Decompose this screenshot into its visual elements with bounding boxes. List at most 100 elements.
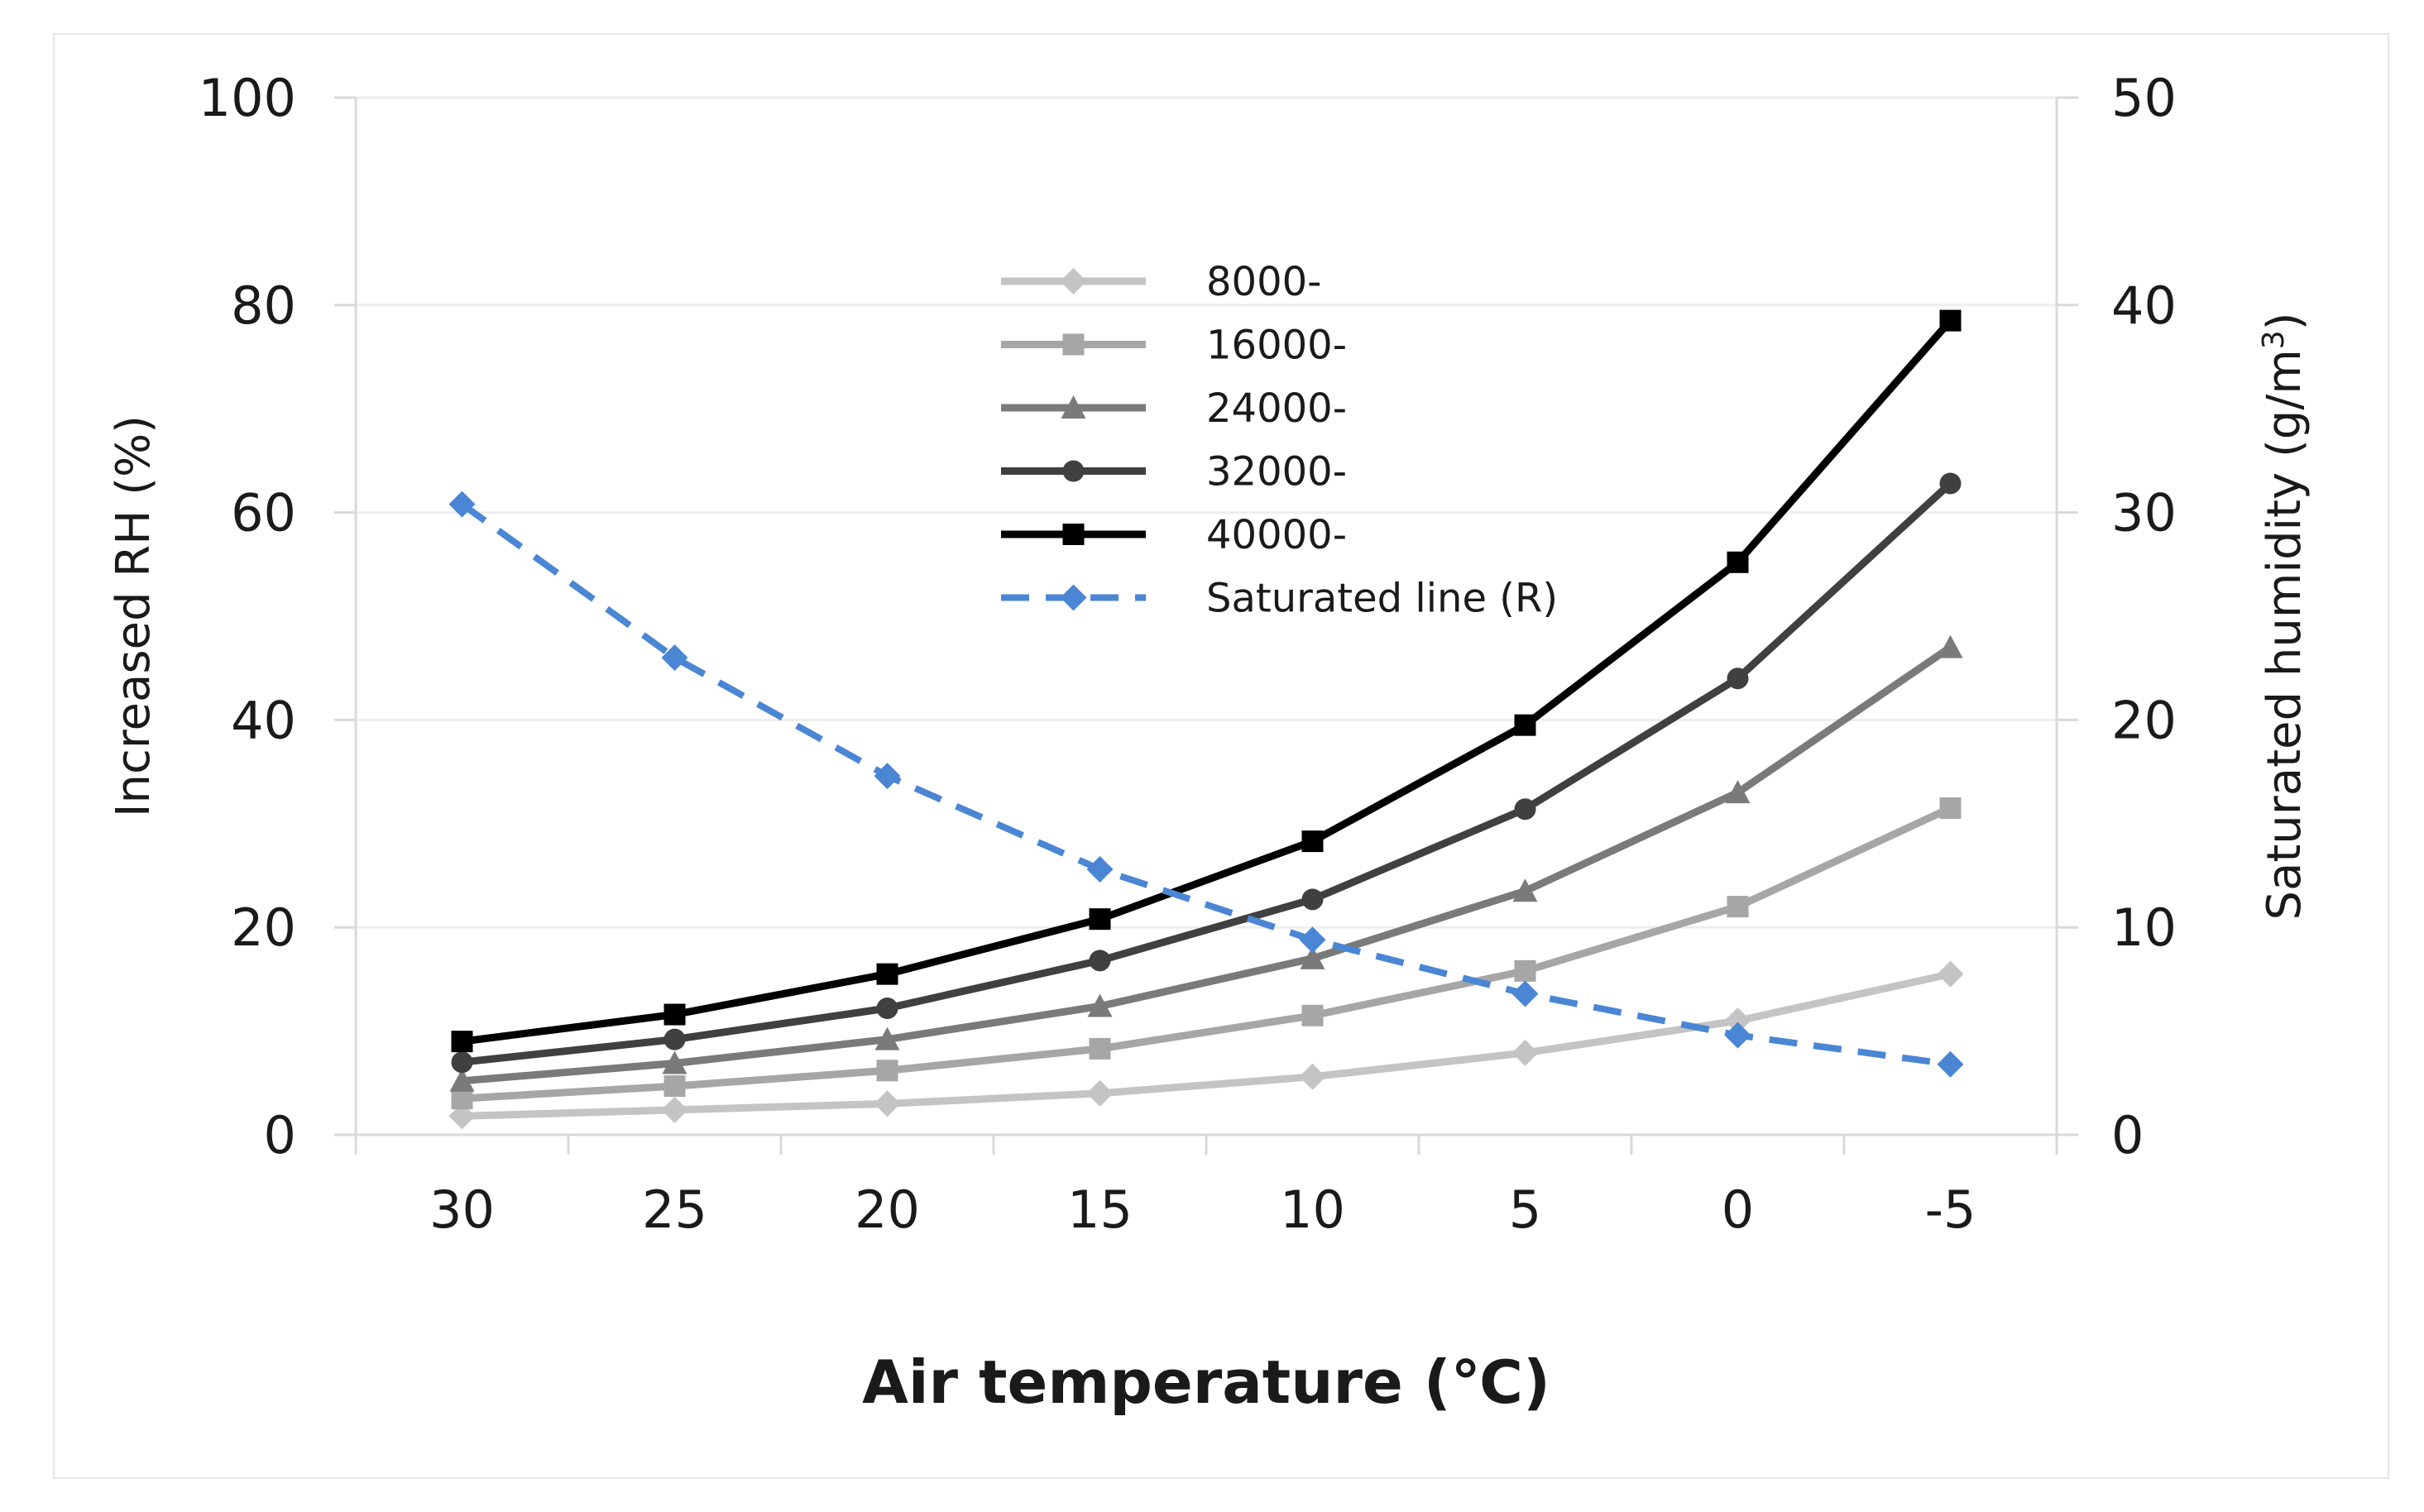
data-point — [451, 1031, 473, 1053]
y-tick-label: 80 — [231, 275, 296, 336]
data-point — [1089, 908, 1111, 931]
series-line — [461, 318, 1953, 1045]
x-tick-label: 20 — [855, 1179, 920, 1240]
data-point — [1087, 993, 1113, 1017]
data-point — [448, 1103, 476, 1130]
y2-axis-title-sup: 3 — [2257, 330, 2291, 349]
legend-label: 24000- — [1206, 385, 1347, 432]
data-point — [1514, 714, 1536, 736]
series-line — [462, 644, 1953, 1085]
legend-marker — [1060, 268, 1087, 294]
data-point — [1727, 896, 1749, 918]
data-point — [874, 763, 901, 790]
data-point — [662, 1050, 687, 1074]
data-point — [1939, 797, 1962, 819]
series-line — [462, 481, 1953, 1066]
data-point — [1512, 878, 1538, 902]
legend-item: Saturated line (R) — [1001, 576, 1558, 622]
data-point — [1301, 830, 1324, 853]
legend-label: 40000- — [1206, 512, 1347, 558]
data-point — [1089, 1037, 1111, 1060]
legend-label: 8000- — [1206, 259, 1321, 305]
x-tick-label: 10 — [1280, 1179, 1345, 1240]
legend-label: 16000- — [1206, 323, 1347, 369]
x-tick-label: 25 — [642, 1179, 707, 1240]
data-point — [1511, 980, 1539, 1007]
data-point — [1301, 1004, 1324, 1026]
series-5 — [448, 490, 1964, 1078]
data-point — [1299, 926, 1326, 954]
x-tick-label: -5 — [1925, 1179, 1976, 1240]
x-tick-label: 5 — [1509, 1179, 1541, 1240]
x-axis-title: Air temperature (℃) — [862, 1347, 1550, 1417]
data-point — [1727, 667, 1749, 690]
series-2 — [449, 634, 1963, 1092]
series-line — [462, 804, 1952, 1103]
data-point — [1937, 960, 1964, 988]
data-point — [1514, 959, 1536, 982]
legend: 8000- 16000- 24000- 32000- 40000- Saturated l… — [1001, 259, 1558, 622]
y-tick-label: 20 — [231, 897, 296, 958]
data-point — [1938, 634, 1963, 658]
data-point — [874, 1026, 900, 1050]
legend-label: Saturated line (R) — [1206, 576, 1558, 622]
data-point — [1300, 945, 1325, 969]
y2-tick-label: 50 — [2111, 68, 2177, 128]
data-point — [448, 490, 476, 518]
chart-frame — [53, 33, 2389, 1479]
data-point — [661, 644, 688, 672]
legend-marker — [1062, 460, 1085, 482]
y2-tick-label: 20 — [2111, 690, 2177, 750]
data-point — [449, 1068, 475, 1092]
legend-item: 40000- — [1001, 512, 1347, 558]
y-axis-title: Increased RH (%) — [107, 415, 160, 817]
y2-tick-label: 30 — [2111, 483, 2177, 543]
data-point — [1089, 950, 1111, 972]
data-point — [1514, 798, 1536, 821]
y-tick-label: 100 — [199, 68, 296, 128]
legend-item: 8000- — [1001, 259, 1321, 305]
x-tick-label: 15 — [1067, 1179, 1133, 1240]
x-tick-label: 0 — [1722, 1179, 1754, 1240]
data-point — [1086, 1079, 1114, 1107]
data-point — [876, 998, 898, 1020]
x-tick-label: 30 — [429, 1179, 495, 1240]
data-point — [876, 963, 898, 985]
data-point — [1301, 888, 1324, 911]
data-point — [451, 1051, 473, 1074]
data-point — [1939, 309, 1962, 332]
series-3 — [451, 472, 1962, 1074]
series-0 — [448, 960, 1964, 1130]
series-line — [460, 501, 1952, 1068]
data-point — [1937, 1050, 1964, 1078]
data-point — [663, 1003, 686, 1026]
data-point — [663, 1075, 686, 1098]
series-1 — [451, 797, 1962, 1110]
legend-marker — [1062, 524, 1085, 545]
data-point — [1724, 1022, 1751, 1049]
legend-marker — [1060, 584, 1087, 611]
data-point — [663, 1028, 686, 1050]
legend-item: 24000- — [1001, 385, 1347, 432]
y2-tick-label: 0 — [2111, 1105, 2144, 1165]
y-tick-label: 0 — [264, 1105, 296, 1165]
data-point — [1725, 780, 1751, 804]
data-point — [1939, 472, 1962, 495]
y2-axis-title-main: Saturated humidity (g/m — [2258, 349, 2311, 920]
y2-axis-title-end: ) — [2258, 312, 2311, 330]
y2-tick-label: 10 — [2111, 897, 2177, 958]
legend-marker — [1061, 395, 1086, 419]
grid — [356, 96, 2057, 929]
y-tick-label: 40 — [231, 690, 296, 750]
legend-label: 32000- — [1206, 449, 1347, 495]
series-4 — [451, 309, 1962, 1053]
data-point — [1299, 1063, 1326, 1090]
y2-tick-label: 40 — [2111, 275, 2177, 336]
data-point — [1727, 551, 1749, 573]
data-point — [661, 1096, 688, 1123]
data-point — [1086, 855, 1114, 883]
data-point — [1724, 1007, 1751, 1035]
y-tick-label: 60 — [231, 483, 296, 543]
legend-item: 32000- — [1001, 449, 1347, 495]
